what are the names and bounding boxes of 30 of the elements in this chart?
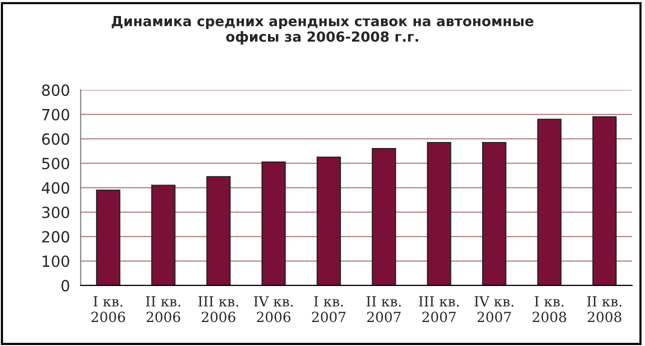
bar xyxy=(151,184,176,286)
bar xyxy=(482,142,506,286)
x-tick-label: II кв. 2008 xyxy=(587,296,622,322)
x-tick-label: IV кв. 2007 xyxy=(474,296,514,322)
y-tick-label: 600 xyxy=(42,133,70,145)
chart-title: Динамика средних арендных ставок на автономные офисы за 2006-2008 г.г. xyxy=(112,16,534,45)
bar xyxy=(426,142,452,286)
x-tick-label: IV кв. 2006 xyxy=(254,296,293,322)
bar xyxy=(206,176,231,286)
x-tick-label: II кв. 2006 xyxy=(146,296,180,322)
x-tick-label: I кв. 2006 xyxy=(91,296,125,322)
x-tick-label: III кв. 2006 xyxy=(198,296,238,322)
x-tick-label: I кв. 2008 xyxy=(532,296,566,322)
bar xyxy=(96,190,120,286)
y-tick-label: 500 xyxy=(42,158,70,170)
y-tick-label: 400 xyxy=(42,182,70,194)
bar xyxy=(372,148,396,286)
bar xyxy=(262,161,286,286)
x-tick-label: II кв. 2007 xyxy=(366,296,401,322)
bar xyxy=(537,118,562,286)
x-tick-label: I кв. 2007 xyxy=(312,296,346,322)
y-tick-label: 200 xyxy=(42,231,70,243)
bar xyxy=(592,116,617,286)
bar xyxy=(316,156,341,286)
y-tick-label: 800 xyxy=(42,84,70,96)
y-tick-label: 700 xyxy=(42,108,70,120)
y-tick-label: 0 xyxy=(61,280,70,292)
y-tick-label: 100 xyxy=(42,255,70,268)
x-tick-label: III кв. 2007 xyxy=(418,296,459,322)
y-tick-label: 300 xyxy=(42,206,70,218)
